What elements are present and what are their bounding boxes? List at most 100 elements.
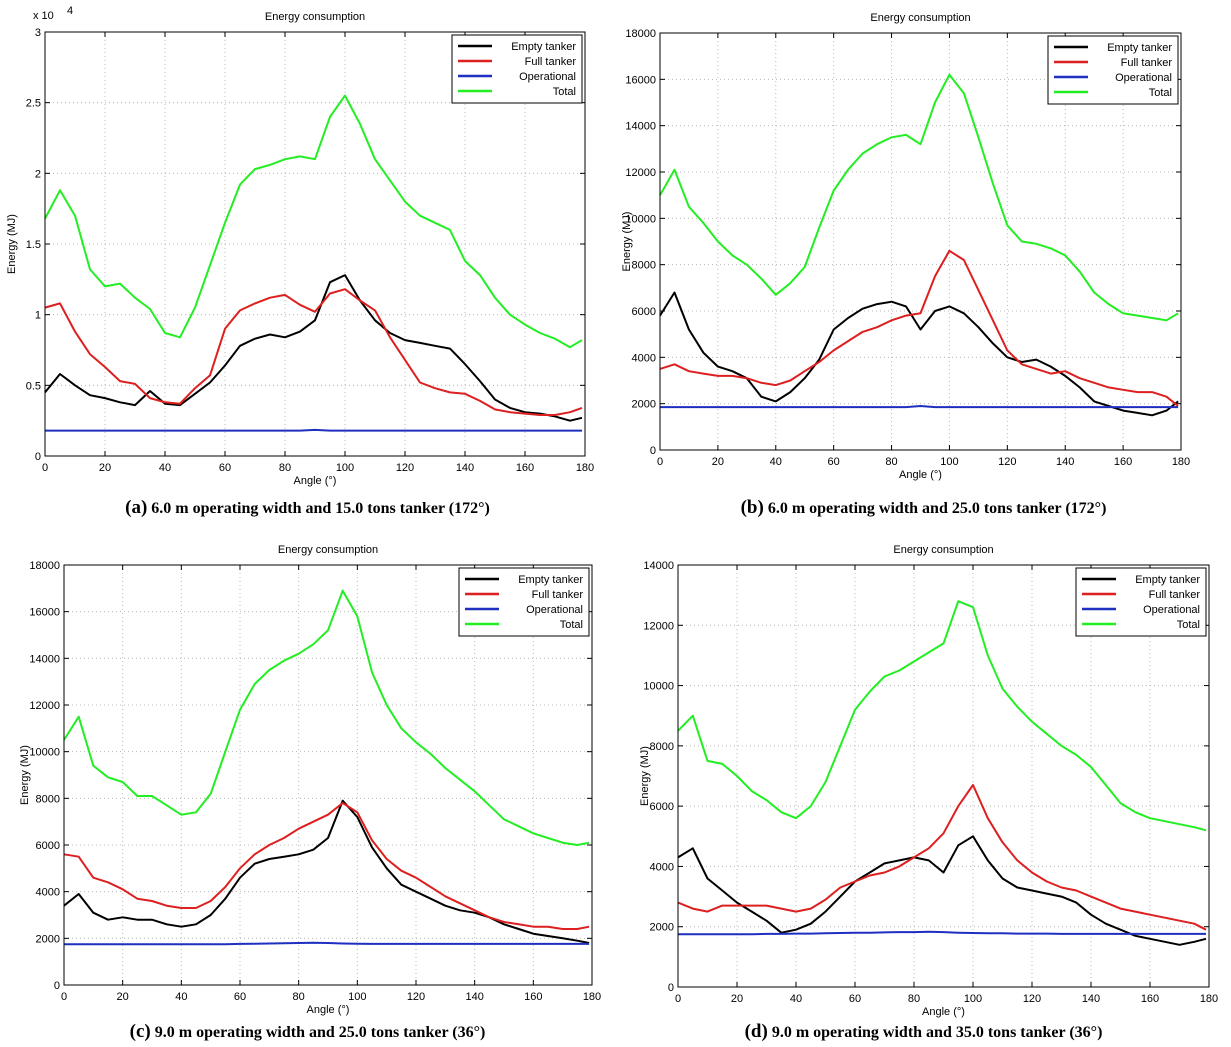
y-tick-label: 4000: [650, 861, 674, 873]
x-tick-label: 100: [964, 993, 982, 1005]
y-tick-label: 12000: [625, 167, 656, 179]
x-tick-label: 180: [1172, 456, 1190, 468]
x-axis-label: Angle (°): [307, 1004, 350, 1016]
legend-label: Empty tanker: [1135, 574, 1200, 586]
x-tick-label: 100: [336, 462, 354, 474]
x-tick-label: 120: [1023, 993, 1041, 1005]
x-tick-label: 180: [576, 462, 594, 474]
legend: Empty tanker Full tanker Operational Total: [1047, 35, 1179, 105]
legend-label: Total: [560, 619, 583, 631]
series-lines: [44, 94, 583, 432]
legend: Empty tanker Full tanker Operational Total: [1075, 567, 1207, 637]
x-tick-label: 20: [99, 462, 111, 474]
chart-title: Energy consumption: [278, 544, 378, 556]
series-line-full-tanker: [63, 802, 590, 930]
x-tick-label: 20: [117, 991, 129, 1003]
caption-c-text: 9.0 m operating width and 25.0 tons tank…: [154, 1024, 486, 1041]
series-line-total: [44, 94, 583, 349]
x-tick-label: 160: [1114, 456, 1132, 468]
y-tick-label: 10000: [643, 681, 674, 693]
chart-panel-a: 0 20 40 60 80 100 120 140 160 180 0 0.5 1 1.5 2 2.5 3 x 1…: [0, 0, 615, 524]
chart-svg-c: 0 20 40 60 80 100 120 140 160 180 0 2000 4000 6000 800…: [19, 544, 601, 1016]
legend-label: Total: [553, 86, 576, 98]
y-tick-label: 14000: [625, 121, 656, 133]
caption-b-text: 6.0 m operating width and 25.0 tons tank…: [767, 500, 1107, 517]
y-tick-label: 18000: [29, 560, 60, 572]
caption-a: (a) 6.0 m operating width and 15.0 tons …: [0, 497, 615, 519]
legend-label: Full tanker: [525, 56, 577, 68]
x-tick-label: 140: [1082, 993, 1100, 1005]
x-axis-label: Angle (°): [899, 469, 942, 481]
legend: Empty tanker Full tanker Operational Total: [451, 34, 583, 104]
legend: Empty tanker Full tanker Operational Total: [458, 567, 590, 637]
grid-lines: [64, 565, 592, 985]
y-tick-label: 12000: [29, 700, 60, 712]
caption-d-text: 9.0 m operating width and 35.0 tons tank…: [771, 1024, 1103, 1041]
chart-panel-d: 0 20 40 60 80 100 120 140 160 180 0 2000 4000 6000 800…: [616, 527, 1231, 1047]
caption-a-letter: (a): [125, 497, 148, 518]
x-tick-label: 120: [396, 462, 414, 474]
series-line-full-tanker: [44, 288, 583, 416]
x-tick-label: 60: [234, 991, 246, 1003]
y-tick-label: 6000: [36, 840, 60, 852]
chart-title: Energy consumption: [870, 12, 970, 24]
x-tick-label: 120: [998, 456, 1016, 468]
y-exponent-power: 4: [67, 5, 73, 17]
x-tick-label: 160: [516, 462, 534, 474]
x-tick-label: 40: [175, 991, 187, 1003]
y-tick-label: 12000: [643, 620, 674, 632]
y-tick-label: 1: [35, 310, 41, 322]
caption-a-text: 6.0 m operating width and 15.0 tons tank…: [151, 500, 490, 517]
series-line-empty-tanker: [63, 799, 590, 944]
legend-label: Empty tanker: [518, 574, 583, 586]
x-tick-label: 80: [908, 993, 920, 1005]
y-tick-label: 2000: [650, 922, 674, 934]
caption-c: (c) 9.0 m operating width and 25.0 tons …: [0, 1021, 615, 1043]
chart-svg-a: 0 20 40 60 80 100 120 140 160 180 0 0.5 1 1.5 2 2.5 3 x 1…: [6, 5, 594, 487]
y-tick-label: 16000: [625, 74, 656, 86]
caption-b: (b) 6.0 m operating width and 25.0 tons …: [616, 497, 1231, 519]
y-tick-label: 2000: [36, 933, 60, 945]
series-line-operational: [678, 930, 1206, 936]
series-line-empty-tanker: [44, 274, 583, 422]
y-tick-label: 4000: [632, 352, 656, 364]
legend-label: Empty tanker: [511, 41, 576, 53]
y-tick-label: 0: [650, 445, 656, 457]
y-exponent-label: x 10: [33, 10, 54, 22]
y-tick-label: 6000: [632, 306, 656, 318]
y-tick-label: 14000: [643, 560, 674, 572]
series-line-operational: [660, 405, 1179, 409]
legend-label: Empty tanker: [1107, 42, 1172, 54]
series-line-full-tanker: [659, 249, 1179, 407]
chart-svg-d: 0 20 40 60 80 100 120 140 160 180 0 2000 4000 6000 800…: [639, 544, 1218, 1018]
series-lines: [63, 589, 590, 946]
y-tick-label: 16000: [29, 607, 60, 619]
y-tick-label: 0.5: [26, 380, 41, 392]
x-tick-label: 20: [731, 993, 743, 1005]
x-tick-label: 140: [1056, 456, 1074, 468]
y-tick-label: 0: [668, 982, 674, 994]
x-tick-label: 0: [657, 456, 663, 468]
chart-panel-c: 0 20 40 60 80 100 120 140 160 180 0 2000 4000 6000 800…: [0, 527, 615, 1047]
x-tick-label: 60: [828, 456, 840, 468]
y-tick-label: 0: [54, 980, 60, 992]
series-lines: [659, 73, 1179, 417]
series-line-operational: [64, 941, 590, 946]
y-axis-label: Energy (MJ): [6, 214, 18, 274]
x-tick-label: 0: [42, 462, 48, 474]
x-tick-label: 160: [1141, 993, 1159, 1005]
y-tick-label: 2: [35, 168, 41, 180]
y-tick-label: 14000: [29, 653, 60, 665]
x-axis-label: Angle (°): [294, 475, 337, 487]
legend-label: Total: [1149, 87, 1172, 99]
y-tick-label: 3: [35, 27, 41, 39]
y-tick-label: 4000: [36, 887, 60, 899]
y-axis-label: Energy (MJ): [621, 212, 633, 272]
x-axis-label: Angle (°): [922, 1006, 965, 1018]
caption-d: (d) 9.0 m operating width and 35.0 tons …: [616, 1021, 1231, 1043]
caption-c-letter: (c): [129, 1021, 151, 1042]
y-axis-label: Energy (MJ): [19, 745, 31, 805]
legend-label: Full tanker: [1121, 57, 1173, 69]
plot-frame: [677, 564, 1210, 988]
x-tick-label: 80: [279, 462, 291, 474]
